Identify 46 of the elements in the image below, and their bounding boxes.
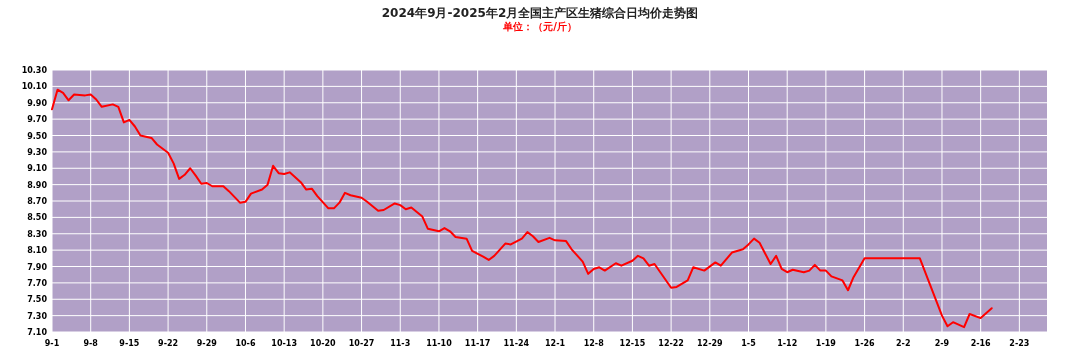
x-tick-label: 9-29 xyxy=(196,339,218,348)
x-tick-label: 10-20 xyxy=(310,339,337,348)
y-tick-label: 7.70 xyxy=(27,278,48,288)
x-tick-label: 1-26 xyxy=(854,339,876,348)
y-tick-label: 10.30 xyxy=(21,66,48,75)
x-tick-label: 9-22 xyxy=(158,339,179,348)
y-tick-label: 9.10 xyxy=(27,164,48,174)
x-tick-label: 11-17 xyxy=(464,339,491,348)
chart-subtitle: 单位：（元/斤） xyxy=(502,21,577,32)
x-tick-label: 10-6 xyxy=(235,339,256,348)
x-tick-label: 9-15 xyxy=(119,339,140,348)
x-tick-label: 10-13 xyxy=(271,339,297,348)
x-tick-label: 12-8 xyxy=(583,339,605,348)
y-tick-label: 7.30 xyxy=(27,311,48,321)
x-tick-label: 12-29 xyxy=(697,339,724,348)
x-tick-label: 12-22 xyxy=(658,339,684,348)
x-tick-label: 9-8 xyxy=(83,339,99,348)
x-tick-label: 2-2 xyxy=(896,339,911,348)
y-tick-label: 8.90 xyxy=(27,180,48,190)
x-tick-label: 11-10 xyxy=(426,339,453,348)
y-tick-label: 8.10 xyxy=(27,246,48,256)
x-tick-label: 11-24 xyxy=(503,339,530,348)
x-tick-label: 11-3 xyxy=(390,339,411,348)
x-tick-label: 2-23 xyxy=(1009,339,1030,348)
y-tick-label: 8.70 xyxy=(27,197,48,206)
line-series xyxy=(51,88,993,329)
x-tick-label: 2-16 xyxy=(970,339,992,348)
x-tick-label: 12-15 xyxy=(619,339,646,348)
y-tick-label: 9.50 xyxy=(27,131,48,141)
y-tick-label: 10.10 xyxy=(21,82,48,92)
x-tick-label: 1-19 xyxy=(815,339,837,348)
chart-title: 2024年9月-2025年2月全国主产区生猪综合日均价走势图 xyxy=(381,6,699,20)
x-tick-label: 1-12 xyxy=(777,339,798,348)
y-tick-label: 9.90 xyxy=(27,98,48,108)
x-tick-label: 2-9 xyxy=(934,339,950,348)
y-tick-label: 7.90 xyxy=(27,262,48,272)
x-tick-label: 12-1 xyxy=(545,339,566,348)
x-tick-label: 9-1 xyxy=(44,339,60,348)
y-tick-label: 7.10 xyxy=(27,328,48,337)
x-tick-label: 10-27 xyxy=(348,339,375,348)
y-tick-label: 9.70 xyxy=(27,115,48,125)
y-tick-label: 8.50 xyxy=(27,213,48,223)
y-tick-label: 9.30 xyxy=(27,147,48,157)
y-tick-label: 8.30 xyxy=(27,229,48,239)
y-tick-label: 7.50 xyxy=(27,295,48,305)
x-tick-label: 1-5 xyxy=(741,339,757,348)
